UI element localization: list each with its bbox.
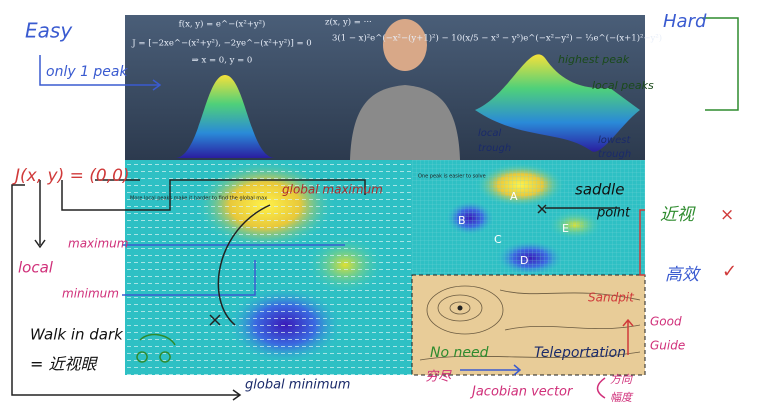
note: 幅度 (610, 391, 634, 404)
note: Easy (25, 19, 73, 43)
note: 近视 (660, 205, 696, 225)
note: Guide (650, 339, 685, 353)
formula: J = [−2xe^−(x²+y²), −2ye^−(x²+y²)] = 0 (131, 38, 311, 49)
grid (412, 160, 645, 275)
formula: ⇒ x = 0, y = 0 (192, 56, 253, 66)
note: trough (598, 149, 631, 160)
point-label: C (494, 233, 502, 246)
note: Sandpit (588, 291, 635, 305)
pit (457, 305, 463, 311)
note: Good (650, 315, 682, 329)
note: saddle (575, 181, 624, 199)
contours (419, 285, 641, 361)
point-label: B (458, 214, 466, 227)
note: 穷尽 (425, 369, 452, 385)
note: ✓ (722, 261, 737, 282)
caption: More local peaks make it harder to find … (130, 196, 267, 202)
note: local peaks (592, 79, 654, 92)
note: highest peak (558, 53, 630, 66)
ink (11, 17, 739, 401)
peak-surface (175, 75, 275, 158)
note: 方向 (610, 373, 633, 386)
sandpit-plot (411, 274, 646, 376)
formula: 3(1 − x)²e^(−x²−(y+1)²) − 10(x/5 − x³ − … (332, 33, 662, 44)
caption: One peak is easier to solve (418, 174, 486, 180)
note: J(x, y) = (0,0) (12, 166, 130, 186)
note: No need (430, 345, 489, 361)
note: = 近视眼 (30, 355, 98, 374)
surface-plot (475, 54, 640, 152)
note: lowest (598, 135, 631, 146)
formula: z(x, y) = ··· (325, 17, 372, 28)
note: Jacobian vector (469, 385, 574, 400)
arrows (125, 160, 412, 375)
note: point (596, 206, 631, 221)
formula: f(x, y) = e^−(x²+y²) (179, 19, 266, 30)
note: local (18, 259, 54, 277)
note: × (720, 205, 734, 225)
note: local (478, 128, 502, 139)
note: Teleportation (534, 345, 626, 361)
note: 高效 (665, 265, 702, 285)
note: global maximum (282, 183, 383, 197)
note: trough (478, 143, 511, 154)
point-label: E (562, 222, 569, 235)
point-labels: A B C D E (458, 190, 569, 267)
point-label: A (510, 190, 518, 203)
note: maximum (68, 237, 128, 251)
note: Walk in dark (30, 326, 124, 344)
note: only 1 peak (46, 64, 129, 80)
point-label: D (520, 254, 528, 267)
presenter-body (350, 85, 460, 160)
note: Hard (663, 11, 707, 32)
presenter-head (383, 19, 427, 71)
note: minimum (62, 287, 119, 301)
note: global minimum (245, 378, 350, 393)
